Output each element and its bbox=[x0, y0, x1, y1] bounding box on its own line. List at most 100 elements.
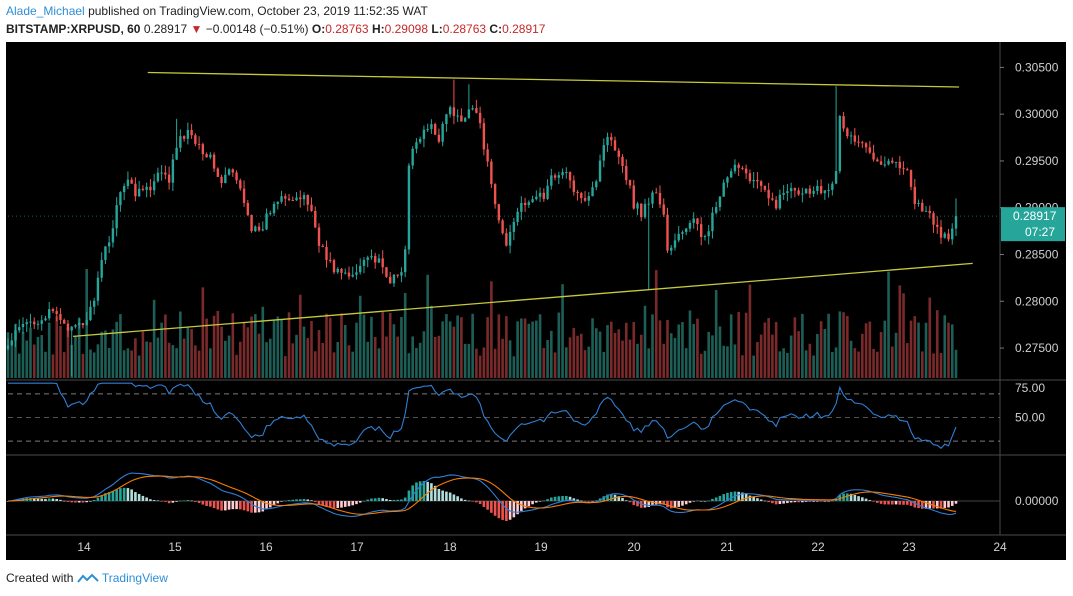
volume-bar bbox=[628, 339, 632, 378]
candle-body bbox=[853, 135, 857, 142]
macd-histogram-bar bbox=[366, 499, 370, 501]
author-link[interactable]: Alade_Michael bbox=[6, 4, 85, 18]
candle-body bbox=[632, 185, 635, 209]
macd-histogram-bar bbox=[257, 501, 261, 513]
volume-bar bbox=[658, 320, 662, 378]
macd-histogram-bar bbox=[565, 495, 568, 501]
volume-bar bbox=[741, 355, 744, 378]
candle-body bbox=[591, 187, 594, 197]
candle-body bbox=[834, 171, 838, 184]
candle-body bbox=[463, 118, 467, 122]
price-labels: 0.28917 07:27 bbox=[8, 207, 1065, 242]
volume-bar bbox=[497, 314, 501, 378]
macd-histogram-bar bbox=[943, 501, 947, 508]
volume-bar bbox=[426, 274, 429, 378]
tradingview-logo-icon bbox=[76, 573, 99, 583]
price-change: −0.00148 (−0.51%) bbox=[205, 22, 309, 36]
volume-bar bbox=[10, 342, 14, 378]
volume-bar bbox=[471, 313, 474, 378]
upper-trendline bbox=[147, 71, 960, 88]
macd-histogram-bar bbox=[756, 498, 759, 501]
candle-body bbox=[156, 172, 160, 182]
volume-bar bbox=[325, 313, 328, 378]
candle-body bbox=[909, 170, 913, 187]
candle-body bbox=[317, 227, 321, 246]
macd-histogram-bar bbox=[553, 496, 557, 501]
macd-histogram-bar bbox=[883, 501, 887, 505]
volume-bar bbox=[891, 346, 894, 378]
macd-histogram-bar bbox=[336, 501, 340, 508]
candle-body bbox=[531, 199, 534, 203]
volume-bar bbox=[748, 284, 752, 378]
volume-bar bbox=[834, 347, 838, 378]
candle-body bbox=[175, 147, 178, 160]
close-value: 0.28917 bbox=[502, 22, 546, 36]
macd-histogram-bar bbox=[400, 499, 403, 501]
volume-bar bbox=[849, 340, 853, 378]
macd-histogram-bar bbox=[437, 488, 441, 501]
macd-histogram-bar bbox=[475, 501, 478, 503]
candle-body bbox=[703, 236, 707, 238]
macd-histogram-bar bbox=[846, 493, 849, 501]
publish-line: Alade_Michael published on TradingView.c… bbox=[6, 4, 428, 18]
volume-bar bbox=[235, 354, 238, 378]
volume-bar bbox=[703, 350, 707, 378]
high-value: 0.29098 bbox=[384, 22, 429, 36]
time-axis[interactable]: 14 15 16 17 18 19 20 21 22 23 24 bbox=[77, 540, 1007, 554]
candle-body bbox=[250, 214, 253, 232]
candle-body bbox=[310, 204, 313, 211]
volume-bar bbox=[209, 348, 212, 378]
candle-body bbox=[662, 204, 665, 215]
volume-bar bbox=[254, 314, 257, 378]
candle-body bbox=[550, 175, 553, 186]
macd-histogram-bar bbox=[418, 481, 422, 501]
volume-bar bbox=[441, 321, 444, 378]
volume-bar bbox=[392, 324, 396, 378]
macd-histogram-bar bbox=[876, 501, 879, 503]
volume-bar bbox=[699, 353, 703, 378]
rsi-line bbox=[8, 382, 957, 449]
macd-histogram-bar bbox=[576, 499, 579, 501]
candle-body bbox=[535, 196, 538, 200]
volume-bar bbox=[696, 318, 699, 378]
macd-histogram-bar bbox=[696, 500, 699, 502]
macd-histogram-bar bbox=[358, 501, 362, 503]
candle-body bbox=[137, 188, 141, 197]
macd-histogram-bar bbox=[317, 501, 321, 505]
volume-bar bbox=[752, 355, 755, 378]
candle-body bbox=[737, 164, 740, 168]
volume-bar bbox=[340, 313, 343, 378]
candle-body bbox=[643, 204, 647, 218]
volume-bar bbox=[681, 322, 684, 378]
volume-bar bbox=[119, 314, 122, 378]
candle-body bbox=[482, 123, 486, 150]
macd-histogram-bar bbox=[325, 501, 328, 507]
volume-bar bbox=[864, 323, 868, 378]
macd-histogram-bar bbox=[313, 501, 317, 502]
macd-histogram-bar bbox=[793, 501, 797, 503]
candle-body bbox=[801, 193, 804, 195]
price-axis[interactable]: 0.305000.300000.295000.290000.285000.280… bbox=[1000, 60, 1059, 355]
volume-bar bbox=[594, 328, 598, 378]
volume-bar bbox=[677, 324, 681, 378]
macd-histogram-bar bbox=[744, 493, 748, 501]
candle-body bbox=[625, 165, 628, 181]
tradingview-link[interactable]: TradingView bbox=[101, 571, 168, 585]
volume-bar bbox=[216, 310, 220, 378]
volume-bar bbox=[261, 306, 265, 378]
candle-body bbox=[355, 272, 358, 275]
macd-histogram-bar bbox=[763, 500, 767, 502]
candle-body bbox=[392, 274, 396, 284]
macd-histogram-bar bbox=[831, 500, 834, 502]
macd-histogram-bar bbox=[246, 501, 250, 512]
volume-bar bbox=[842, 312, 845, 378]
candle-body bbox=[557, 175, 561, 178]
volume-bar bbox=[954, 349, 958, 378]
volume-bar bbox=[100, 331, 103, 378]
volume-bar bbox=[808, 343, 812, 378]
macd-histogram-bar bbox=[388, 500, 392, 501]
macd-histogram-bar bbox=[89, 501, 92, 502]
macd-histogram-bar bbox=[209, 501, 212, 507]
volume-bar bbox=[313, 351, 317, 378]
